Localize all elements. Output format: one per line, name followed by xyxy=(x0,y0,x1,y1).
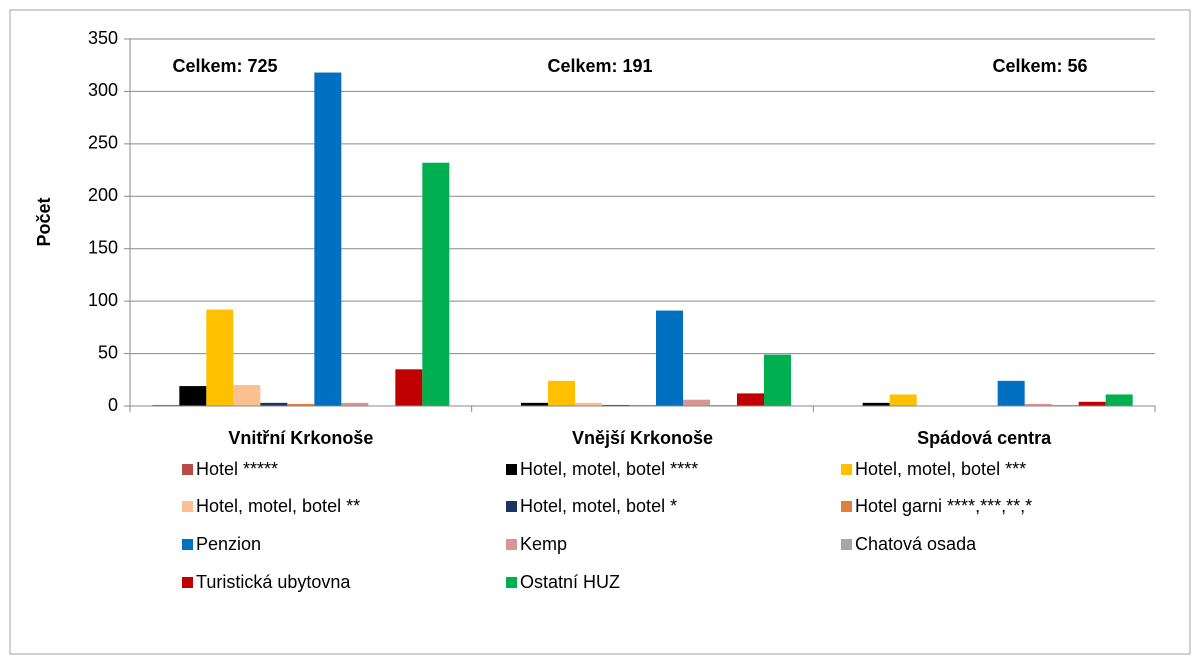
legend-swatch xyxy=(841,501,852,512)
y-tick-label: 250 xyxy=(88,133,118,153)
bar xyxy=(1024,403,1052,406)
bar xyxy=(575,402,602,406)
bar xyxy=(862,402,890,406)
legend-label: Kemp xyxy=(520,534,567,554)
y-tick-label: 100 xyxy=(88,290,118,310)
y-tick-label: 150 xyxy=(88,237,118,257)
legend-label: Hotel, motel, botel *** xyxy=(855,459,1026,479)
bar xyxy=(341,402,369,406)
legend-swatch xyxy=(506,577,517,588)
x-tick-label: Vnější Krkonoše xyxy=(572,428,713,448)
legend-swatch xyxy=(506,464,517,475)
bar xyxy=(710,404,737,406)
annotation: Celkem: 56 xyxy=(992,56,1087,76)
legend-label: Hotel ***** xyxy=(196,459,278,479)
y-tick-label: 50 xyxy=(98,342,118,362)
legend-label: Hotel, motel, botel * xyxy=(520,496,677,516)
bar xyxy=(602,404,629,406)
bar xyxy=(179,386,207,406)
bar xyxy=(1051,404,1079,406)
y-tick-label: 200 xyxy=(88,185,118,205)
bar xyxy=(656,310,683,406)
bar xyxy=(889,394,917,406)
bar xyxy=(764,354,791,406)
annotation: Celkem: 725 xyxy=(172,56,277,76)
legend-label: Hotel, motel, botel ** xyxy=(196,496,360,516)
y-tick-label: 0 xyxy=(108,395,118,415)
bar xyxy=(233,385,261,406)
legend-swatch xyxy=(506,539,517,550)
bar xyxy=(422,162,450,406)
chart-border xyxy=(9,9,1191,655)
legend-label: Ostatní HUZ xyxy=(520,572,620,592)
legend-swatch xyxy=(182,501,193,512)
legend-swatch xyxy=(841,464,852,475)
legend-swatch xyxy=(841,539,852,550)
bar xyxy=(737,393,764,406)
bar xyxy=(287,403,315,406)
legend-swatch xyxy=(182,539,193,550)
annotation: Celkem: 191 xyxy=(547,56,652,76)
bar xyxy=(260,402,288,406)
bar xyxy=(395,369,423,406)
legend-swatch xyxy=(182,464,193,475)
y-tick-label: 300 xyxy=(88,80,118,100)
legend-label: Chatová osada xyxy=(855,534,977,554)
legend-label: Penzion xyxy=(196,534,261,554)
bar xyxy=(997,380,1025,406)
bar xyxy=(521,402,548,406)
bar xyxy=(1105,394,1133,406)
x-tick-label: Spádová centra xyxy=(917,428,1052,448)
bar xyxy=(548,380,575,406)
bar xyxy=(683,399,710,406)
legend-swatch xyxy=(506,501,517,512)
bar xyxy=(1078,401,1106,406)
legend-label: Hotel garni ****,***,**,* xyxy=(855,496,1032,516)
bar xyxy=(629,404,656,406)
y-tick-label: 350 xyxy=(88,28,118,48)
bar xyxy=(206,309,234,406)
y-axis-label: Počet xyxy=(34,197,54,246)
legend-label: Turistická ubytovna xyxy=(196,572,351,592)
legend-swatch xyxy=(182,577,193,588)
legend-label: Hotel, motel, botel **** xyxy=(520,459,698,479)
x-tick-label: Vnitřní Krkonoše xyxy=(228,428,373,448)
bar xyxy=(314,72,342,406)
bar xyxy=(152,404,180,406)
